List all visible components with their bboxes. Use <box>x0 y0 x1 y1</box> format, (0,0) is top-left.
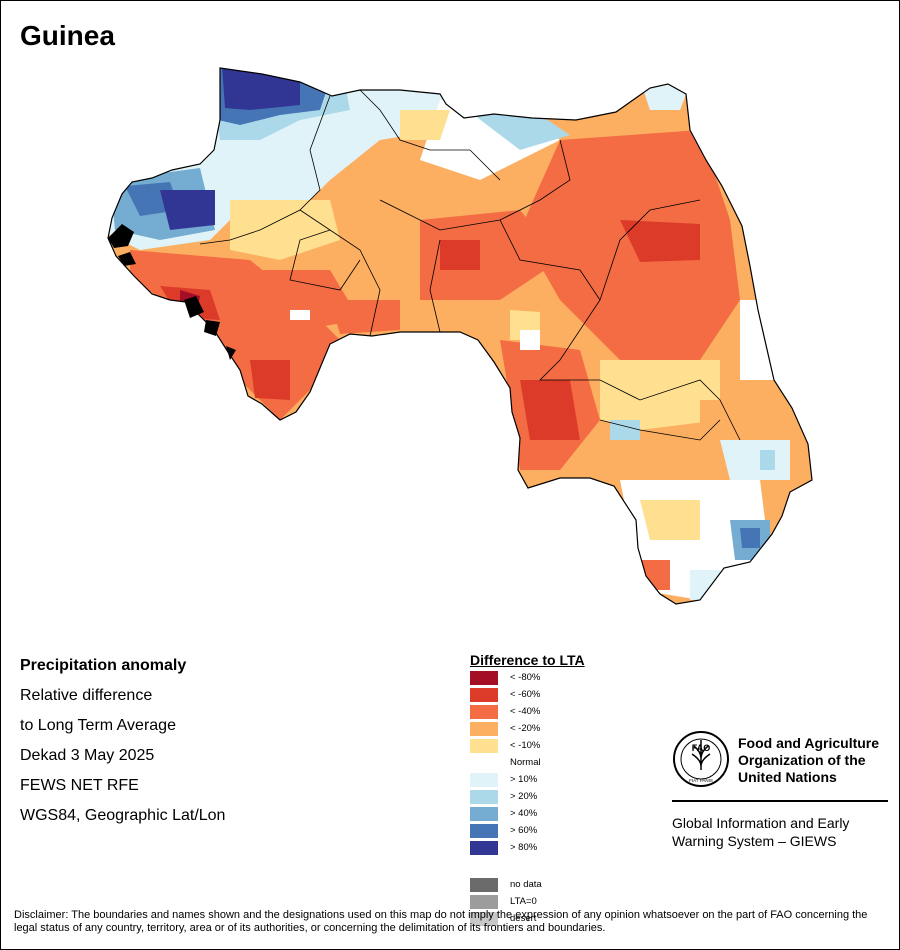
legend-label: no data <box>510 879 542 890</box>
system-name: Global Information and Early Warning Sys… <box>672 815 850 849</box>
legend-label: > 10% <box>510 774 538 785</box>
legend-label: < -20% <box>510 723 541 734</box>
precipitation-anomaly-map <box>107 67 813 605</box>
info-period: Dekad 3 May 2025 <box>20 747 155 764</box>
legend-label: < -10% <box>510 740 541 751</box>
legend-swatch <box>470 895 498 909</box>
legend-label: < -40% <box>510 706 541 717</box>
info-source: FEWS NET RFE <box>20 777 139 794</box>
map-title: Guinea <box>20 20 115 51</box>
legend-swatch <box>470 705 498 719</box>
legend-swatch <box>470 688 498 702</box>
legend-swatch <box>470 756 498 770</box>
legend-label: < -60% <box>510 689 541 700</box>
legend-label: > 20% <box>510 791 538 802</box>
legend-swatch <box>470 773 498 787</box>
disclaimer: Disclaimer: The boundaries and names sho… <box>14 909 868 934</box>
info-line-1: Relative difference <box>20 687 153 704</box>
info-projection: WGS84, Geographic Lat/Lon <box>20 807 226 824</box>
legend-label: > 60% <box>510 825 538 836</box>
info-line-2: to Long Term Average <box>20 717 176 734</box>
map-info-panel: Precipitation anomaly Relative differenc… <box>20 656 225 836</box>
legend-label: desert <box>510 913 537 924</box>
organization-name: Food and Agriculture Organization of the… <box>738 735 880 785</box>
fao-logo-motto: FIAT PANIS <box>689 778 713 783</box>
coastal-islands <box>108 224 236 360</box>
legend-label: Normal <box>510 757 541 768</box>
legend-swatch <box>470 841 498 855</box>
legend-swatch <box>470 878 498 892</box>
anomaly-raster <box>108 68 812 604</box>
legend-label: > 40% <box>510 808 538 819</box>
fao-logo-icon: FAO FIAT PANIS <box>673 731 729 787</box>
legend-swatch <box>470 807 498 821</box>
legend-swatch <box>470 671 498 685</box>
region-boundaries <box>199 89 741 441</box>
legend-swatch <box>470 722 498 736</box>
legend-label: > 80% <box>510 842 538 853</box>
info-heading: Precipitation anomaly <box>20 657 187 674</box>
legend-swatch <box>470 824 498 838</box>
legend-label: < -80% <box>510 672 541 683</box>
divider <box>672 800 888 802</box>
legend-swatch <box>470 912 498 926</box>
legend: Difference to LTA < -80% < -60% < -40% < -2… <box>470 652 585 926</box>
legend-swatch <box>470 790 498 804</box>
legend-title: Difference to LTA <box>470 652 585 668</box>
legend-swatch <box>470 739 498 753</box>
legend-label: LTA=0 <box>510 896 537 907</box>
fao-logo-text: FAO <box>692 743 711 753</box>
